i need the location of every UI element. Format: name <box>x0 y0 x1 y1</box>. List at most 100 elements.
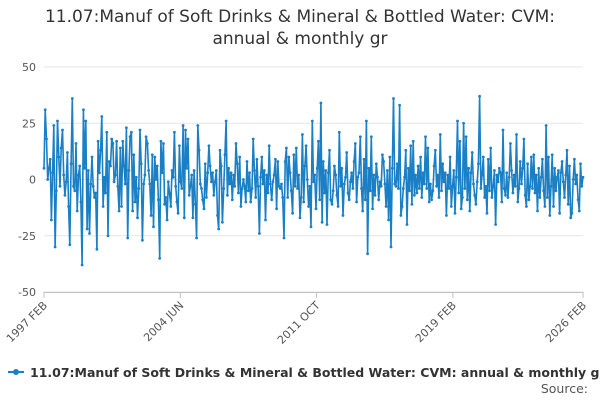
data-point[interactable] <box>429 182 432 186</box>
data-point[interactable] <box>275 207 278 211</box>
data-point[interactable] <box>239 205 243 208</box>
data-point[interactable] <box>53 245 57 249</box>
data-point[interactable] <box>419 155 422 159</box>
data-point[interactable] <box>388 155 392 159</box>
data-point[interactable] <box>147 169 151 172</box>
data-point[interactable] <box>528 184 532 188</box>
data-point[interactable] <box>398 103 401 107</box>
data-point[interactable] <box>175 200 179 204</box>
data-point[interactable] <box>481 155 485 159</box>
data-point[interactable] <box>416 164 420 168</box>
data-point[interactable] <box>62 173 66 177</box>
data-point[interactable] <box>431 189 435 193</box>
data-point[interactable] <box>505 171 509 175</box>
data-point[interactable] <box>500 200 504 204</box>
data-point[interactable] <box>43 108 47 112</box>
data-point[interactable] <box>340 166 344 170</box>
data-point[interactable] <box>379 184 383 188</box>
data-point[interactable] <box>102 175 106 179</box>
data-point[interactable] <box>296 187 299 190</box>
data-point[interactable] <box>54 189 58 193</box>
data-point[interactable] <box>406 166 410 170</box>
data-point[interactable] <box>154 178 158 181</box>
data-point[interactable] <box>360 187 363 190</box>
data-point[interactable] <box>368 189 372 193</box>
data-point[interactable] <box>501 128 505 132</box>
data-point[interactable] <box>287 155 291 159</box>
data-point[interactable] <box>211 171 215 175</box>
data-point[interactable] <box>358 135 362 139</box>
data-point[interactable] <box>139 162 143 166</box>
data-point[interactable] <box>486 157 490 161</box>
data-point[interactable] <box>221 220 224 224</box>
data-point[interactable] <box>559 171 563 175</box>
data-point[interactable] <box>581 175 585 179</box>
data-point[interactable] <box>271 180 275 184</box>
data-point[interactable] <box>174 184 178 188</box>
data-point[interactable] <box>101 205 105 208</box>
data-point[interactable] <box>352 160 356 163</box>
data-point[interactable] <box>465 198 469 202</box>
data-point[interactable] <box>433 148 437 152</box>
data-point[interactable] <box>67 205 70 208</box>
data-point[interactable] <box>533 191 537 195</box>
data-point[interactable] <box>85 227 89 231</box>
data-point[interactable] <box>226 193 229 197</box>
data-point[interactable] <box>529 155 533 159</box>
data-point[interactable] <box>264 218 267 222</box>
data-point[interactable] <box>337 130 341 134</box>
data-point[interactable] <box>133 200 137 204</box>
data-point[interactable] <box>401 187 405 190</box>
data-point[interactable] <box>109 164 112 168</box>
data-point[interactable] <box>298 216 302 220</box>
data-point[interactable] <box>136 216 139 220</box>
data-point[interactable] <box>384 205 388 208</box>
data-point[interactable] <box>267 144 271 148</box>
data-point[interactable] <box>164 196 168 199</box>
data-point[interactable] <box>153 155 157 159</box>
data-point[interactable] <box>399 214 403 217</box>
data-point[interactable] <box>138 128 142 132</box>
data-point[interactable] <box>45 137 48 141</box>
data-point[interactable] <box>577 209 581 213</box>
data-point[interactable] <box>448 155 452 159</box>
data-point[interactable] <box>165 218 169 222</box>
data-point[interactable] <box>286 196 290 199</box>
data-point[interactable] <box>178 144 181 148</box>
data-point[interactable] <box>206 171 210 175</box>
data-point[interactable] <box>91 184 95 188</box>
data-point[interactable] <box>497 166 501 170</box>
data-point[interactable] <box>453 211 457 215</box>
data-point[interactable] <box>310 119 314 123</box>
data-point[interactable] <box>371 207 374 211</box>
data-point[interactable] <box>575 173 579 177</box>
data-point[interactable] <box>397 187 400 190</box>
data-point[interactable] <box>253 169 256 172</box>
data-point[interactable] <box>83 166 86 170</box>
data-point[interactable] <box>493 169 496 172</box>
data-point[interactable] <box>111 142 115 145</box>
data-point[interactable] <box>121 139 125 143</box>
data-point[interactable] <box>558 211 561 215</box>
data-point[interactable] <box>315 166 319 170</box>
data-point[interactable] <box>461 196 464 199</box>
data-point[interactable] <box>355 200 358 204</box>
data-point[interactable] <box>58 184 62 188</box>
data-point[interactable] <box>489 146 493 150</box>
data-point[interactable] <box>196 124 200 127</box>
data-point[interactable] <box>223 153 227 157</box>
data-point[interactable] <box>542 189 545 193</box>
data-point[interactable] <box>579 162 582 166</box>
data-point[interactable] <box>245 160 249 163</box>
data-point[interactable] <box>356 175 360 179</box>
data-point[interactable] <box>449 205 453 208</box>
data-point[interactable] <box>426 146 430 150</box>
data-point[interactable] <box>307 205 310 208</box>
data-point[interactable] <box>219 164 223 168</box>
data-point[interactable] <box>171 175 175 179</box>
data-point[interactable] <box>126 236 130 240</box>
data-point[interactable] <box>545 196 549 199</box>
data-point[interactable] <box>464 135 468 139</box>
data-point[interactable] <box>150 153 154 157</box>
data-point[interactable] <box>353 142 357 145</box>
